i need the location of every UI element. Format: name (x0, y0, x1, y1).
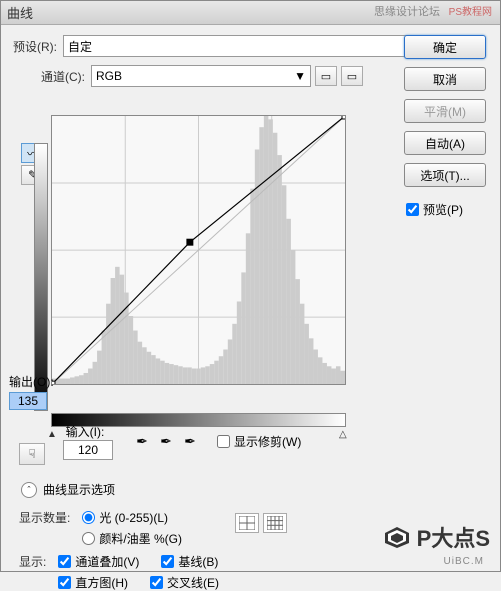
channel-label: 通道(C): (41, 68, 85, 85)
channel-btn-2[interactable]: ▭ (341, 66, 363, 86)
light-radio-input[interactable] (82, 511, 95, 524)
input-input[interactable] (63, 440, 113, 460)
logo: P大点S (383, 521, 490, 553)
input-row: 输入(I): ✒ ✒ ✒ 显示修剪(W) (57, 423, 301, 460)
black-slider[interactable]: ▲ (47, 429, 57, 440)
output-input[interactable] (9, 392, 47, 410)
channel-btn-1[interactable]: ▭ (315, 66, 337, 86)
clip-checkbox[interactable] (217, 435, 230, 448)
show-clipping-check[interactable]: 显示修剪(W) (217, 433, 301, 450)
preset-value: 自定 (68, 38, 92, 55)
logo-sub: UiBC.M (444, 556, 484, 567)
amount-radio-group: 光 (0-255)(L) 颜料/油墨 %(G) (82, 509, 182, 547)
preset-label: 预设(R): (13, 38, 57, 55)
overlay-checkbox[interactable] (58, 555, 71, 568)
light-radio-label: 光 (0-255)(L) (99, 509, 168, 526)
curve-svg (52, 116, 345, 384)
preset-dropdown[interactable]: 自定 ▼ (63, 35, 460, 57)
expand-icon[interactable]: ˆ (21, 482, 37, 498)
gray-eyedropper-icon[interactable]: ✒ (157, 433, 175, 451)
display-options-label: 曲线显示选项 (43, 481, 115, 498)
logo-icon (383, 525, 411, 549)
logo-text: P大点S (417, 521, 490, 553)
black-eyedropper-icon[interactable]: ✒ (133, 433, 151, 451)
show-label: 显示: (19, 553, 46, 570)
intersection-label: 交叉线(E) (167, 574, 219, 591)
baseline-checkbox[interactable] (161, 555, 174, 568)
baseline-label: 基线(B) (178, 553, 218, 570)
input-label: 输入(I): (66, 423, 105, 440)
eyedropper-group: ✒ ✒ ✒ (133, 433, 199, 451)
show-row: 显示: 通道叠加(V) 基线(B) 直方图(H) (19, 553, 219, 591)
output-label: 输出(O): (9, 373, 54, 390)
output-row: 输出(O): (9, 373, 54, 410)
white-slider[interactable]: △ (339, 429, 347, 440)
grid-coarse-icon[interactable] (235, 513, 259, 533)
channel-dropdown[interactable]: RGB ▼ (91, 65, 311, 87)
cancel-button[interactable]: 取消 (404, 67, 486, 91)
histogram-check[interactable]: 直方图(H) (58, 574, 128, 591)
intersection-check[interactable]: 交叉线(E) (150, 574, 219, 591)
preview-checkbox[interactable] (406, 203, 419, 216)
ok-button[interactable]: 确定 (404, 35, 486, 59)
preview-check[interactable]: 预览(P) (406, 201, 463, 218)
gradient-vertical (34, 143, 48, 411)
options-button[interactable]: 选项(T)... (404, 163, 486, 187)
baseline-check[interactable]: 基线(B) (161, 553, 218, 570)
right-panel: 确定 取消 平滑(M) 自动(A) 选项(T)... 预览(P) (402, 35, 488, 218)
show-checks: 通道叠加(V) 基线(B) 直方图(H) 交叉线(E) (58, 553, 219, 591)
amount-row: 显示数量: 光 (0-255)(L) 颜料/油墨 %(G) (19, 509, 182, 547)
histogram-label: 直方图(H) (75, 574, 128, 591)
display-options-row: ˆ 曲线显示选项 (21, 481, 115, 498)
curve-graph[interactable] (51, 115, 346, 385)
chevron-down-icon: ▼ (294, 69, 306, 83)
pigment-radio-input[interactable] (82, 532, 95, 545)
pigment-radio[interactable]: 颜料/油墨 %(G) (82, 530, 182, 547)
overlay-label: 通道叠加(V) (75, 553, 139, 570)
auto-button[interactable]: 自动(A) (404, 131, 486, 155)
light-radio[interactable]: 光 (0-255)(L) (82, 509, 182, 526)
preview-label: 预览(P) (423, 201, 463, 218)
titlebar[interactable]: 曲线 思缘设计论坛 PS教程网 (1, 1, 500, 25)
watermark-1: 思缘设计论坛 (374, 3, 440, 19)
watermark-2: PS教程网 (449, 3, 492, 18)
overlay-check[interactable]: 通道叠加(V) (58, 553, 139, 570)
intersection-checkbox[interactable] (150, 576, 163, 589)
curves-dialog: 曲线 思缘设计论坛 PS教程网 预设(R): 自定 ▼ ☰ 通道(C): RGB… (0, 0, 501, 572)
amount-label: 显示数量: (19, 509, 70, 526)
grid-fine-icon[interactable] (263, 513, 287, 533)
pigment-radio-label: 颜料/油墨 %(G) (99, 530, 182, 547)
title-text: 曲线 (7, 3, 33, 22)
grid-size-icons (235, 513, 287, 533)
histogram-checkbox[interactable] (58, 576, 71, 589)
channel-value: RGB (96, 69, 122, 83)
white-eyedropper-icon[interactable]: ✒ (181, 433, 199, 451)
clip-label: 显示修剪(W) (234, 433, 301, 450)
targeted-adjust-icon[interactable]: ☟ (19, 443, 45, 465)
smooth-button[interactable]: 平滑(M) (404, 99, 486, 123)
